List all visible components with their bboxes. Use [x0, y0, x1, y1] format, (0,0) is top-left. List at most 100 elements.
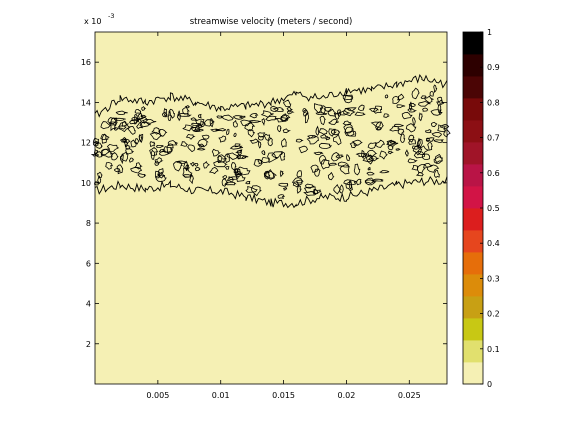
contour-loop [162, 146, 174, 153]
plot-area [95, 32, 447, 384]
contour-loop [408, 138, 416, 145]
contour-loop [437, 103, 442, 115]
contour-loop [400, 133, 406, 143]
contour-loop [412, 144, 423, 156]
contour-loop [190, 117, 198, 121]
contour-loop [128, 157, 135, 163]
contour-loop [313, 103, 324, 114]
contour-loop [433, 84, 438, 94]
contour-loop [356, 178, 362, 186]
contour-loop [97, 175, 102, 184]
contour-loop [343, 108, 356, 117]
colorbar-tick-label: 0.4 [487, 239, 500, 248]
contour-loop [263, 170, 278, 180]
contour-loop [249, 112, 259, 119]
contour-loop [371, 178, 384, 182]
contour-loop [114, 127, 119, 131]
contour-loop [387, 150, 394, 155]
contour-loop [232, 119, 238, 128]
contour-loop [224, 166, 230, 170]
contour-loop [230, 162, 237, 171]
contour-loop [155, 145, 164, 149]
contour-loop [379, 170, 390, 174]
contour-loop [280, 113, 290, 122]
contour-loop [134, 108, 142, 114]
contour-loop [261, 117, 266, 127]
contour-loop [440, 123, 450, 130]
colorbar-tick-label: 0.1 [487, 345, 500, 354]
contour-loop [355, 152, 368, 158]
contour-loop [437, 96, 443, 104]
contour-loop [279, 151, 286, 161]
contour-loop [319, 142, 333, 150]
contour-loop [233, 132, 237, 137]
contour-loop [277, 125, 282, 133]
contour-loop [386, 140, 399, 147]
contour-loop [149, 147, 159, 156]
contour-loop [331, 152, 341, 162]
contour-loop [127, 125, 136, 135]
contour-loop [190, 161, 195, 167]
contour-loop [134, 138, 140, 145]
contour-loop [286, 107, 294, 113]
contour-loop [158, 128, 168, 137]
chart-title: streamwise velocity (meters / second) [190, 17, 353, 27]
contour-loop [265, 169, 275, 179]
colorbar-segment [463, 340, 483, 363]
contour-loop [149, 140, 156, 148]
contour-loop [302, 108, 307, 113]
contour-loop [384, 94, 389, 99]
colorbar: 0 0.1 0.2 0.3 0.4 0.5 0.6 0.7 0.8 0.9 1 [462, 28, 500, 389]
colorbar-tick-label: 0.6 [487, 169, 500, 178]
contour-loop [282, 187, 288, 191]
contour-loop [261, 156, 270, 163]
x-tick-label: 0.01 [212, 391, 230, 400]
contour-loop [241, 155, 246, 159]
y-tick-label: 2 [86, 340, 91, 349]
contour-loop [221, 177, 229, 187]
colorbar-segment [463, 142, 483, 165]
contour-loop [346, 154, 351, 161]
contour-lower-boundary [94, 175, 448, 209]
x-tick-label: 0.02 [338, 391, 356, 400]
colorbar-segment [463, 32, 483, 55]
colorbar-segment [463, 296, 483, 319]
contour-loop [367, 142, 377, 149]
contour-loop [107, 117, 119, 125]
contour-loop [195, 167, 201, 172]
contour-loop [405, 123, 417, 133]
contour-loop [197, 124, 203, 128]
contour-loop [389, 126, 401, 132]
contour-loop [327, 171, 335, 181]
y-tick-label: 14 [81, 98, 91, 107]
colorbar-segment [463, 54, 483, 77]
contour-loop [281, 138, 287, 148]
contour-loop [114, 167, 121, 173]
contour-loop [318, 128, 329, 135]
contour-loop [245, 180, 251, 185]
contour-loop [407, 158, 418, 164]
contour-loop [411, 164, 419, 171]
contour-loop [167, 140, 178, 147]
contour-loop [197, 147, 206, 151]
contour-loop [392, 95, 401, 105]
contour-loop [115, 110, 128, 116]
contour-loop [108, 117, 118, 126]
contour-loop [226, 152, 239, 160]
contour-loop [125, 148, 135, 155]
contour-loop [166, 143, 174, 154]
contour-loop [429, 91, 434, 97]
y-multiplier-label: x 10 [84, 17, 101, 26]
contour-loop [197, 113, 202, 119]
contour-loop [257, 159, 263, 165]
contour-loop [370, 121, 382, 128]
contour-loop [295, 138, 304, 143]
contour-loop [335, 154, 344, 159]
contour-loop [343, 179, 358, 186]
contour-loop [278, 182, 289, 187]
contour-loop [416, 145, 429, 156]
contour-loop [367, 167, 371, 171]
contour-loop [116, 164, 124, 175]
contour-loop [379, 150, 389, 160]
